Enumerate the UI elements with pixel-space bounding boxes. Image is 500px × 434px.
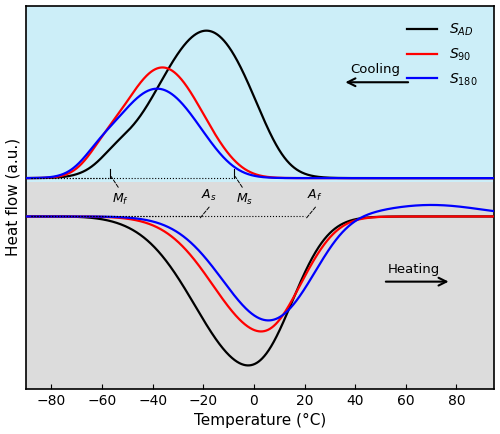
Text: Cooling: Cooling: [350, 63, 400, 76]
Y-axis label: Heat flow (a.u.): Heat flow (a.u.): [6, 138, 20, 256]
Text: $A_f$: $A_f$: [307, 188, 322, 203]
Bar: [26, 182, 494, 389]
Text: $A_s$: $A_s$: [201, 188, 216, 203]
Legend: $S_{AD}$, $S_{90}$, $S_{180}$: $S_{AD}$, $S_{90}$, $S_{180}$: [402, 16, 483, 93]
Text: $M_f$: $M_f$: [112, 191, 129, 207]
X-axis label: Temperature (°C): Temperature (°C): [194, 414, 326, 428]
Text: Heating: Heating: [388, 263, 440, 276]
Bar: [26, 6, 494, 182]
Text: $M_s$: $M_s$: [236, 191, 254, 207]
